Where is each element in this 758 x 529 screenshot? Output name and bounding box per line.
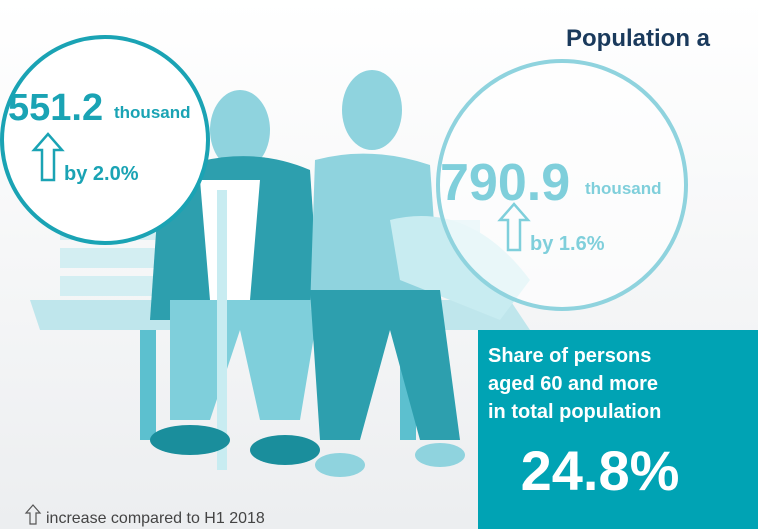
women-unit: thousand bbox=[585, 179, 662, 198]
share-label: aged 60 and more bbox=[488, 373, 658, 395]
share-label: in total population bbox=[488, 401, 661, 423]
footnote: increase compared to H1 2018 bbox=[46, 510, 265, 527]
men-change: by 2.0% bbox=[64, 163, 139, 185]
women-value: 790.9 bbox=[440, 154, 570, 212]
women-change: by 1.6% bbox=[530, 233, 605, 255]
title: Population a bbox=[566, 25, 711, 52]
infographic: Population a 551.2 thousand by 2.0% 790.… bbox=[0, 0, 758, 529]
share-label: Share of persons bbox=[488, 345, 651, 367]
men-value: 551.2 bbox=[8, 87, 103, 129]
men-unit: thousand bbox=[114, 103, 191, 122]
share-value: 24.8% bbox=[521, 439, 680, 502]
men-circle bbox=[2, 37, 208, 243]
